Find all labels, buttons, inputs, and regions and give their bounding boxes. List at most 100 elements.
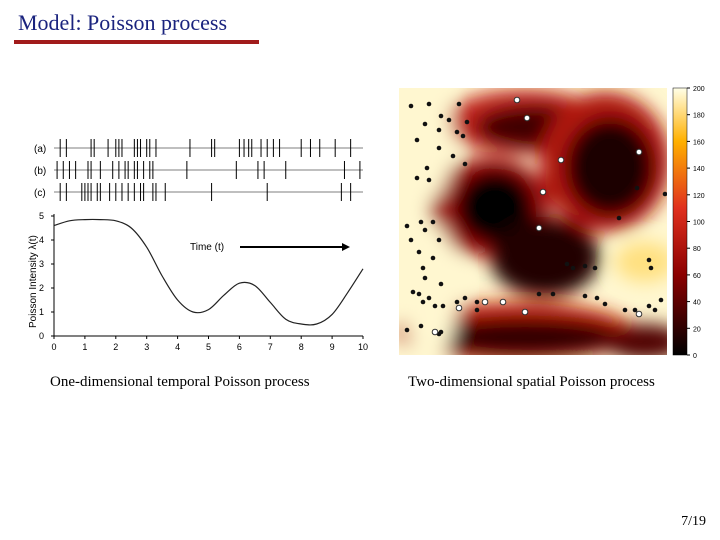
y-tick-label: 1 (39, 307, 44, 317)
event-point-hollow (635, 310, 643, 318)
event-point-hollow (521, 308, 529, 316)
x-tick-label: 4 (175, 342, 180, 352)
event-points (404, 96, 667, 337)
event-point (438, 281, 444, 287)
event-point (426, 177, 432, 183)
colorbar-tick-label: 140 (693, 166, 705, 173)
intensity-curve (53, 218, 364, 326)
event-point (616, 215, 622, 221)
colorbar-tick-label: 60 (693, 273, 701, 280)
x-tick-label: 3 (144, 342, 149, 352)
temporal-poisson-figure: (a) (b) (c) 0 1 2 3 4 5 6 7 8 9 10 0 1 2 3 4 5 Time (t) P… (28, 139, 368, 352)
event-point (432, 303, 438, 309)
event-point (424, 165, 430, 171)
event-point (436, 237, 442, 243)
event-point (436, 127, 442, 133)
event-point (564, 261, 570, 267)
y-ticks: 0 1 2 3 4 5 (39, 211, 54, 341)
event-point (570, 265, 576, 271)
event-point (414, 175, 420, 181)
event-point (456, 101, 462, 107)
colorbar-tick-label: 180 (693, 113, 705, 120)
y-tick-label: 2 (39, 283, 44, 293)
event-point (426, 295, 432, 301)
x-ticks: 0 1 2 3 4 5 6 7 8 9 10 (51, 336, 368, 352)
event-point-hollow (431, 328, 439, 336)
colorbar-tick-label: 160 (693, 139, 705, 146)
event-point-hollow (539, 188, 547, 196)
caption-temporal: One-dimensional temporal Poisson process (50, 374, 310, 390)
x-tick-label: 2 (113, 342, 118, 352)
event-point (450, 153, 456, 159)
x-tick-label: 0 (51, 342, 56, 352)
intensity-heatmap (399, 88, 667, 355)
event-point-hollow (455, 304, 463, 312)
event-point (440, 303, 446, 309)
event-point (464, 119, 470, 125)
event-point (418, 219, 424, 225)
event-point (404, 327, 410, 333)
event-point (622, 307, 628, 313)
event-point-hollow (523, 114, 531, 122)
event-point (404, 223, 410, 229)
event-point (634, 185, 640, 191)
x-tick-label: 10 (358, 342, 368, 352)
event-point (536, 291, 542, 297)
y-tick-label: 0 (39, 331, 44, 341)
event-point (582, 293, 588, 299)
event-point (418, 323, 424, 329)
y-tick-label: 4 (39, 235, 44, 245)
title-underline (14, 40, 259, 44)
event-point (422, 227, 428, 233)
event-row-label: (b) (34, 166, 46, 177)
event-point (430, 255, 436, 261)
event-point-hollow (635, 148, 643, 156)
colorbar-tick-label: 200 (693, 86, 705, 93)
time-arrow-head (342, 243, 350, 251)
colorbar-tick-label: 0 (693, 353, 697, 360)
x-tick-label: 9 (330, 342, 335, 352)
x-axis-label: Time (t) (190, 242, 224, 253)
event-point (416, 291, 422, 297)
event-point-hollow (513, 96, 521, 104)
event-rows: (a) (b) (c) (34, 139, 363, 201)
colorbar (672, 87, 688, 356)
event-point-hollow (557, 156, 565, 164)
slide-title: Model: Poisson process (18, 10, 227, 35)
event-point (410, 289, 416, 295)
event-point (454, 129, 460, 135)
colorbar-tick-label: 120 (693, 193, 705, 200)
event-point-hollow (499, 298, 507, 306)
x-tick-label: 5 (206, 342, 211, 352)
colorbar-tick-label: 80 (693, 246, 701, 253)
event-point (420, 299, 426, 305)
event-point-hollow (481, 298, 489, 306)
event-row-label: (a) (34, 144, 46, 155)
event-point (646, 257, 652, 263)
event-point (594, 295, 600, 301)
event-point (426, 101, 432, 107)
event-point (474, 299, 480, 305)
page-number: 7/19 (681, 514, 706, 529)
event-point (602, 301, 608, 307)
event-point-hollow (535, 224, 543, 232)
y-tick-label: 3 (39, 259, 44, 269)
event-point (462, 295, 468, 301)
event-point (408, 237, 414, 243)
colorbar-tick-label: 20 (693, 326, 701, 333)
event-point (592, 265, 598, 271)
event-point (430, 219, 436, 225)
event-point (460, 133, 466, 139)
event-point (632, 307, 638, 313)
event-point (648, 265, 654, 271)
x-tick-label: 7 (268, 342, 273, 352)
event-point (652, 307, 658, 313)
event-point (408, 103, 414, 109)
event-point (462, 161, 468, 167)
x-tick-label: 1 (82, 342, 87, 352)
y-tick-label: 5 (39, 211, 44, 221)
event-point (438, 113, 444, 119)
event-point (582, 263, 588, 269)
